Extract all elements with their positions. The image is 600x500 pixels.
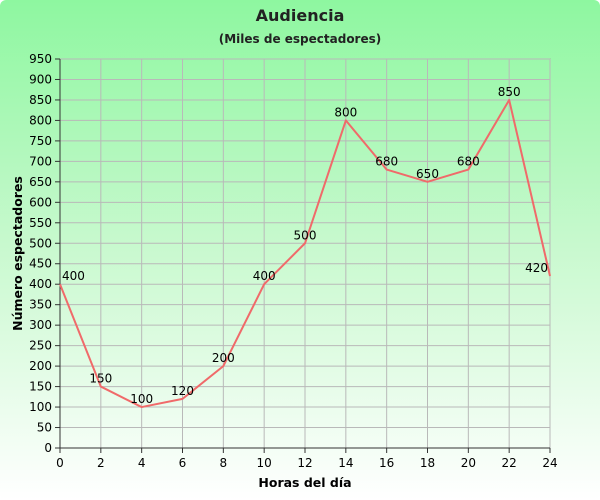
- y-tick-label: 600: [29, 195, 52, 209]
- x-tick-label: 8: [220, 456, 228, 470]
- y-tick-label: 50: [37, 421, 52, 435]
- data-label: 680: [375, 155, 398, 169]
- data-label: 500: [294, 228, 317, 242]
- x-axis-title: Horas del día: [258, 475, 351, 490]
- data-label: 400: [62, 269, 85, 283]
- y-tick-label: 500: [29, 236, 52, 250]
- y-tick-label: 400: [29, 277, 52, 291]
- x-tick-label: 4: [138, 456, 146, 470]
- x-tick-label: 6: [179, 456, 187, 470]
- y-tick-label: 0: [44, 441, 52, 455]
- y-tick-label: 900: [29, 72, 52, 86]
- chart-subtitle: (Miles de espectadores): [218, 32, 382, 46]
- y-tick-label: 700: [29, 154, 52, 168]
- x-tick-label: 10: [257, 456, 272, 470]
- x-tick-label: 22: [502, 456, 517, 470]
- data-label: 650: [416, 167, 439, 181]
- data-label: 120: [171, 384, 194, 398]
- series-line: [59, 98, 551, 409]
- x-tick-label: 20: [461, 456, 476, 470]
- y-tick-label: 150: [29, 380, 52, 394]
- grid: [59, 58, 551, 449]
- y-tick-label: 200: [29, 359, 52, 373]
- series: [59, 98, 551, 409]
- data-labels: 400 150 100 120 200 400 500 800 680 650 680 850 420: [62, 85, 548, 406]
- data-label: 400: [253, 269, 276, 283]
- y-tick-label: 950: [29, 52, 52, 66]
- data-label: 800: [334, 105, 357, 119]
- data-label: 200: [212, 351, 235, 365]
- data-label: 850: [498, 85, 521, 99]
- y-tick-label: 250: [29, 339, 52, 353]
- axes: 0501001502002503003504004505005506006507…: [29, 52, 558, 470]
- x-tick-label: 12: [297, 456, 312, 470]
- x-tick-label: 0: [56, 456, 64, 470]
- y-tick-label: 100: [29, 400, 52, 414]
- chart-title: Audiencia: [255, 6, 345, 25]
- y-tick-label: 800: [29, 113, 52, 127]
- data-label: 420: [525, 261, 548, 275]
- x-tick-label: 2: [97, 456, 105, 470]
- data-label: 680: [457, 155, 480, 169]
- y-axis-title: Número espectadores: [10, 176, 25, 331]
- y-tick-label: 450: [29, 257, 52, 271]
- data-label: 150: [89, 372, 112, 386]
- x-tick-label: 18: [420, 456, 435, 470]
- x-tick-label: 14: [338, 456, 353, 470]
- y-tick-label: 750: [29, 134, 52, 148]
- data-label: 100: [130, 392, 153, 406]
- x-tick-label: 24: [542, 456, 557, 470]
- y-tick-label: 650: [29, 175, 52, 189]
- x-tick-label: 16: [379, 456, 394, 470]
- y-tick-label: 350: [29, 298, 52, 312]
- y-tick-label: 850: [29, 93, 52, 107]
- y-tick-label: 550: [29, 216, 52, 230]
- y-tick-label: 300: [29, 318, 52, 332]
